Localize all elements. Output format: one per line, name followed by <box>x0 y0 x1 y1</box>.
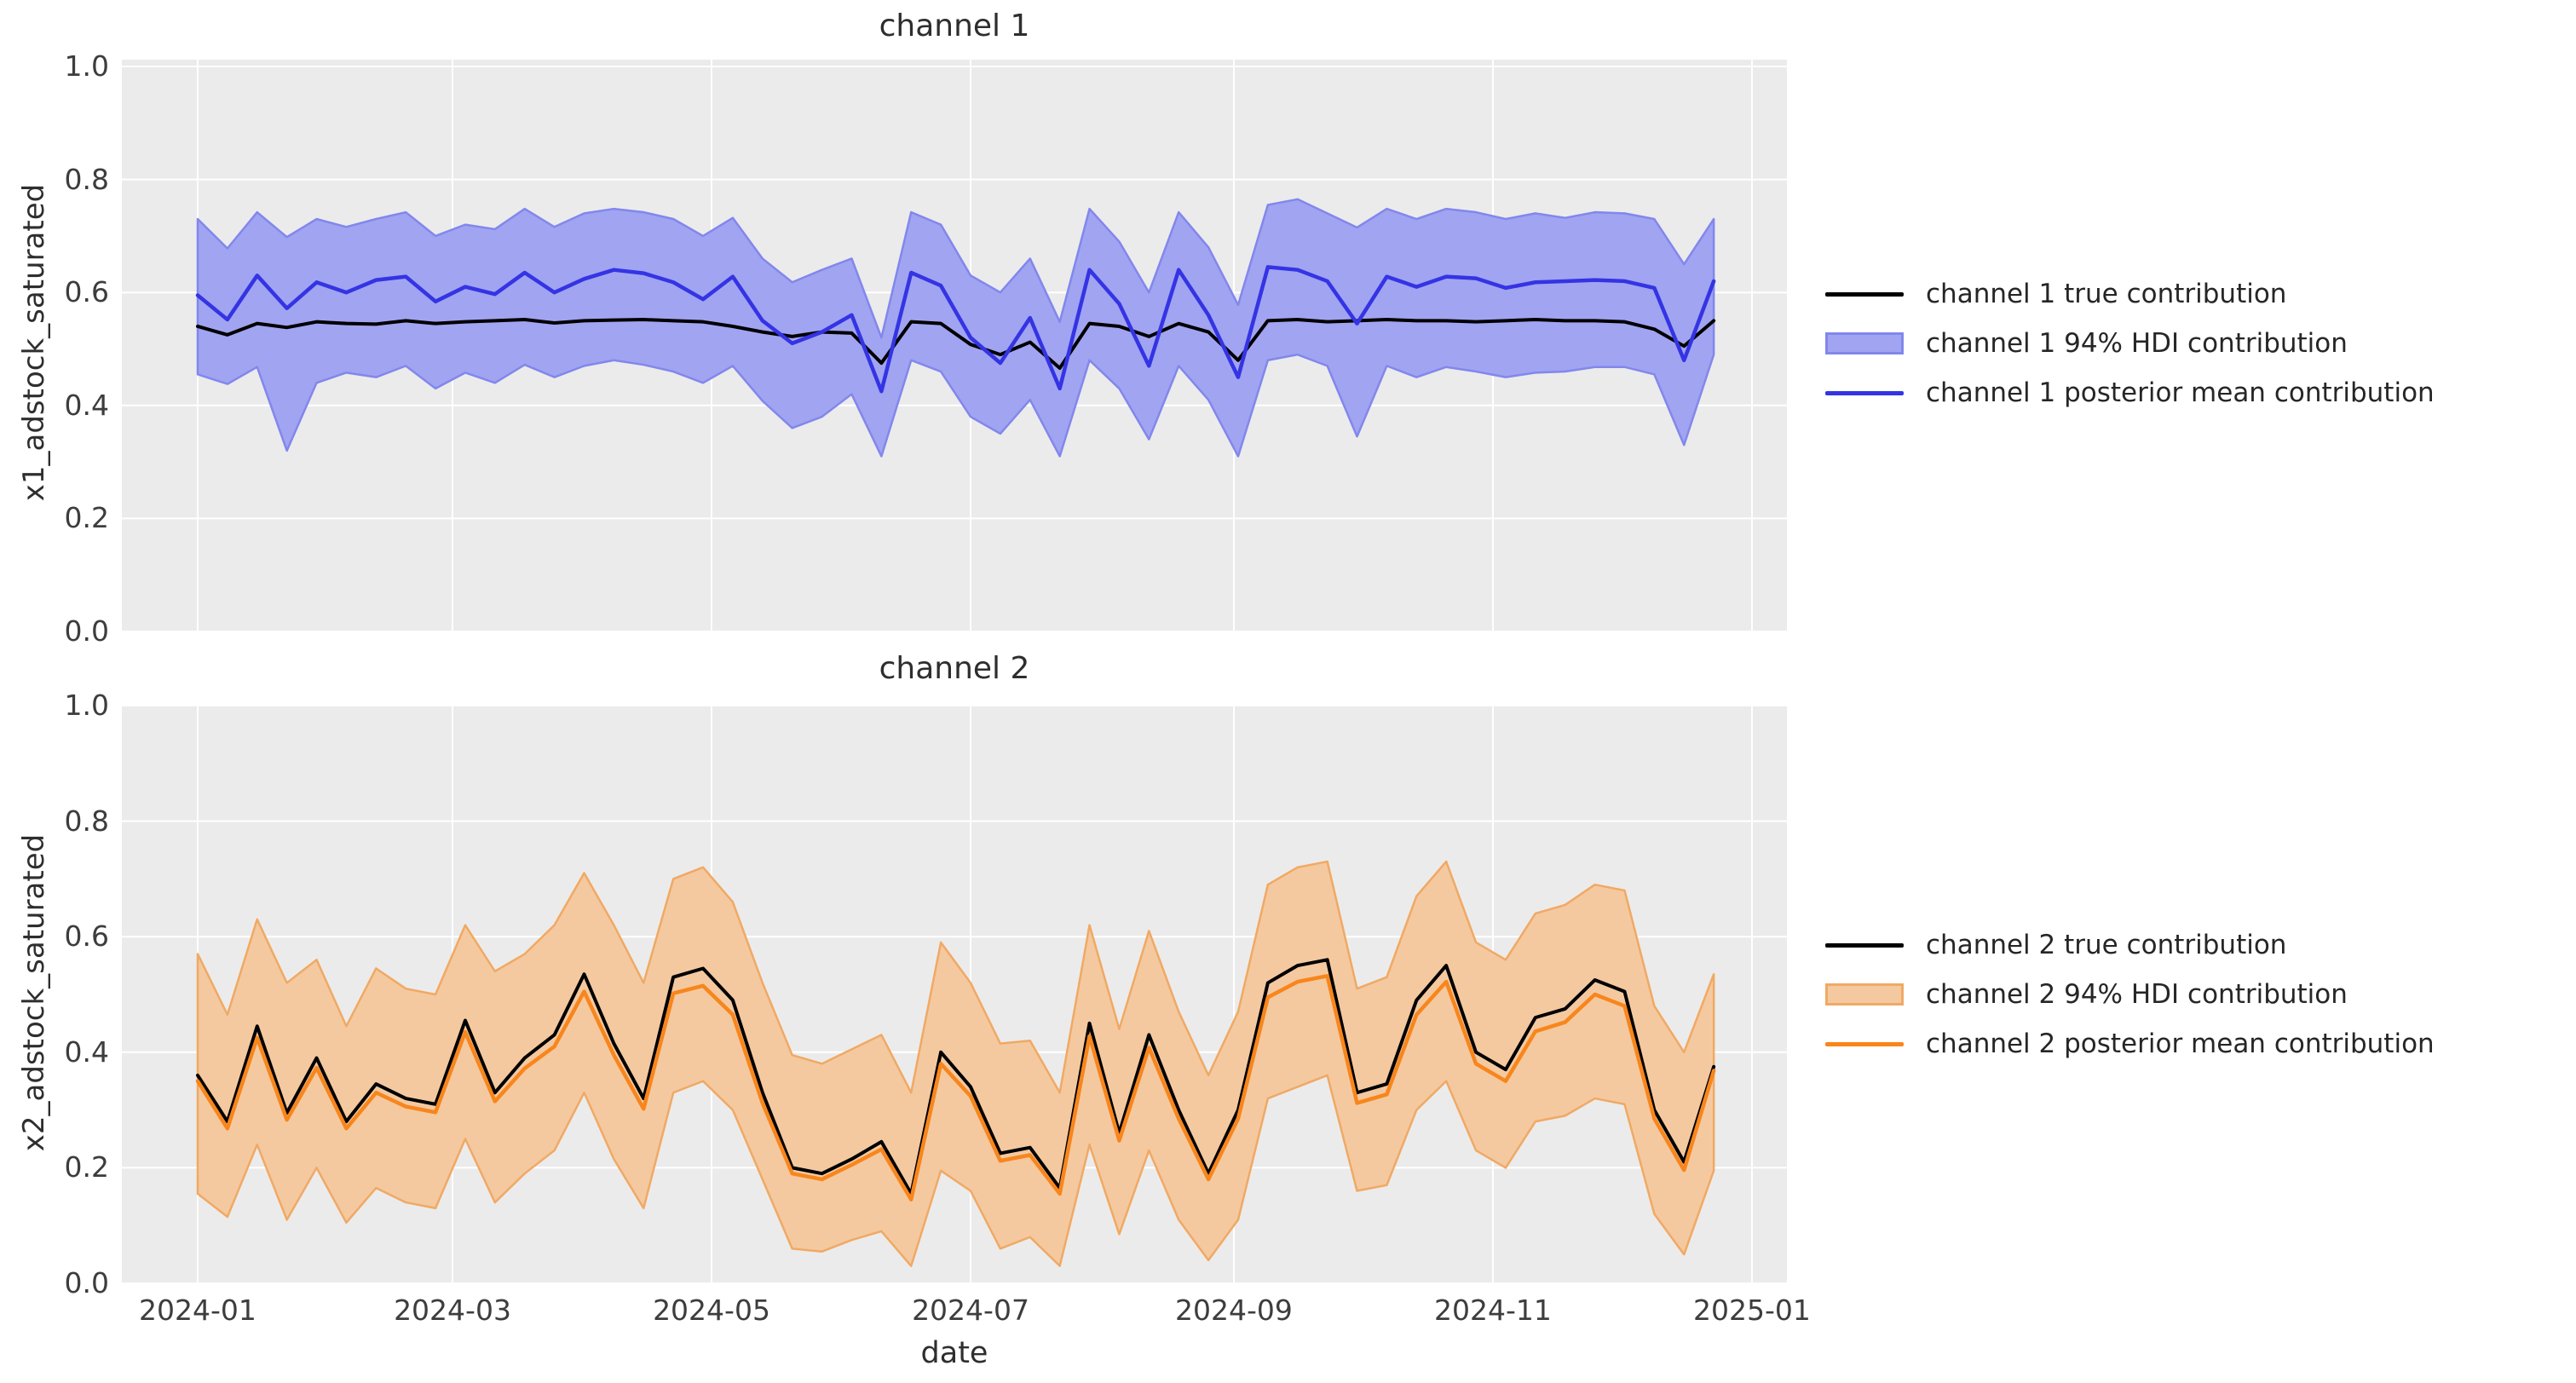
legend-item-true: channel 2 true contribution <box>1825 920 2435 970</box>
true-contribution-line <box>196 318 1716 371</box>
posterior-mean-line-swatch-icon <box>1825 390 1904 395</box>
posterior-mean-line-swatch-icon <box>1825 1041 1904 1046</box>
y-tick-label: 0.0 <box>64 614 109 648</box>
y-tick-label: 0.2 <box>64 501 109 535</box>
hdi-band-swatch-icon <box>1825 332 1904 354</box>
x-tick-label: 2024-07 <box>912 1294 1029 1327</box>
y-tick-label: 0.0 <box>64 1266 109 1299</box>
legend-item-posterior-mean: channel 1 posterior mean contribution <box>1825 368 2435 418</box>
y-tick-label: 0.8 <box>64 162 109 196</box>
y-tick-label: 0.6 <box>64 919 109 954</box>
x-axis-label: date <box>920 1336 988 1370</box>
legend-item-true: channel 1 true contribution <box>1825 269 2435 319</box>
legend-label: channel 1 94% HDI contribution <box>1926 328 2348 359</box>
x-tick-label: 2024-09 <box>1175 1294 1293 1327</box>
y-tick-label: 0.6 <box>64 275 109 309</box>
y-tick-label: 0.4 <box>64 1034 109 1069</box>
x-tick-label: 2024-05 <box>653 1294 770 1327</box>
chart1-legend: channel 1 true contribution channel 1 94… <box>1825 269 2435 418</box>
y-tick-label: 0.4 <box>64 388 109 422</box>
legend-item-hdi: channel 1 94% HDI contribution <box>1825 319 2435 368</box>
legend-item-posterior-mean: channel 2 posterior mean contribution <box>1825 1019 2435 1069</box>
y-tick-label: 0.8 <box>64 804 109 838</box>
legend-label: channel 2 posterior mean contribution <box>1926 1029 2435 1059</box>
posterior-mean-line <box>195 974 1716 1201</box>
legend-label: channel 1 posterior mean contribution <box>1926 377 2435 408</box>
hdi-band <box>196 198 1715 458</box>
hdi-band <box>196 860 1715 1267</box>
x-tick-label: 2024-11 <box>1434 1294 1552 1327</box>
true-line-swatch-icon <box>1825 291 1904 297</box>
legend-label: channel 2 94% HDI contribution <box>1926 979 2348 1010</box>
legend-label: channel 2 true contribution <box>1926 930 2287 960</box>
x-tick-label: 2024-01 <box>139 1294 256 1327</box>
x-tick-label: 2025-01 <box>1693 1294 1811 1327</box>
y-tick-label: 1.0 <box>64 689 109 722</box>
true-line-swatch-icon <box>1825 942 1904 948</box>
y-tick-label: 1.0 <box>64 49 109 83</box>
posterior-mean-line <box>195 265 1716 394</box>
x-tick-label: 2024-03 <box>394 1294 511 1327</box>
chart2-y-axis-label: x2_adstock_saturated <box>17 833 51 1152</box>
chart2-title: channel 2 <box>879 651 1030 686</box>
y-tick-label: 0.2 <box>64 1150 109 1184</box>
chart2-legend: channel 2 true contribution channel 2 94… <box>1825 920 2435 1069</box>
true-contribution-line <box>196 958 1716 1196</box>
hdi-band-swatch-icon <box>1825 983 1904 1006</box>
chart1-y-axis-label: x1_adstock_saturated <box>17 183 51 502</box>
chart1-title: channel 1 <box>879 9 1030 43</box>
legend-item-hdi: channel 2 94% HDI contribution <box>1825 970 2435 1019</box>
legend-label: channel 1 true contribution <box>1926 279 2287 309</box>
